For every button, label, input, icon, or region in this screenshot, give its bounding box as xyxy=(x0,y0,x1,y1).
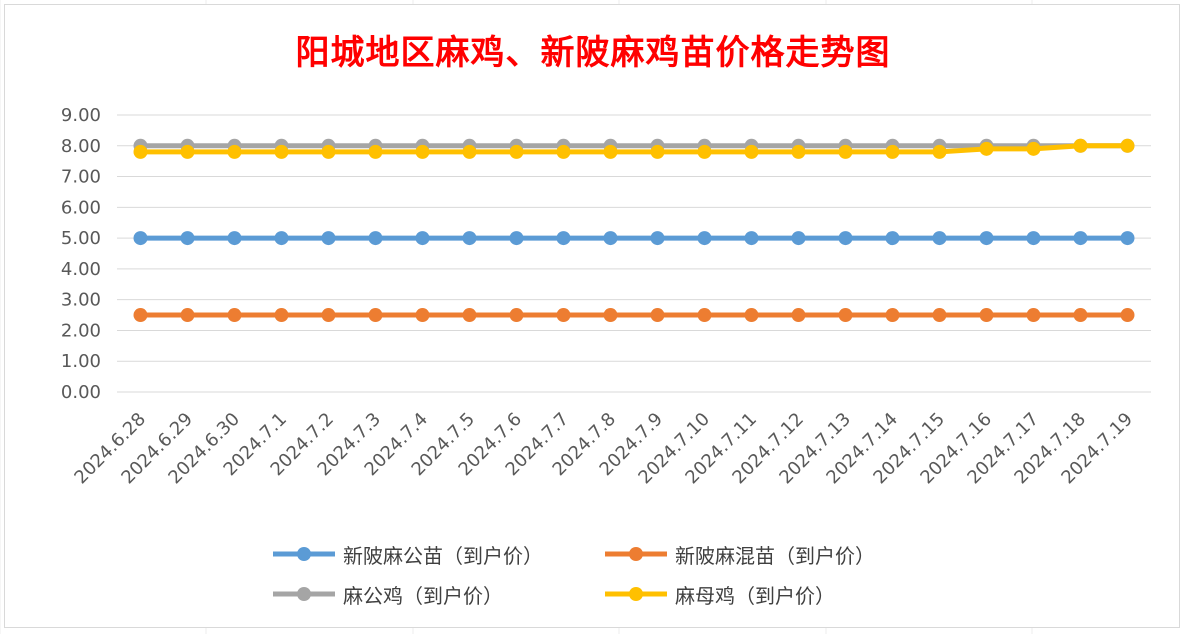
data-point xyxy=(133,231,148,246)
data-point xyxy=(650,144,665,159)
legend-swatch xyxy=(605,547,667,561)
chart-area[interactable]: 阳城地区麻鸡、新陂麻鸡苗价格走势图 0.00 1.00 2.00 3.00 4.00 5.… xyxy=(4,4,1180,628)
y-tick-label: 3.00 xyxy=(61,290,101,311)
legend-label: 新陂麻公苗（到户价） xyxy=(343,543,543,568)
y-tick-label: 9.00 xyxy=(61,105,101,126)
legend-item: 新陂麻公苗（到户价） xyxy=(271,539,543,569)
data-point xyxy=(838,308,853,323)
data-point xyxy=(932,308,947,323)
data-point xyxy=(1026,141,1041,156)
data-point xyxy=(697,231,712,246)
legend-item: 新陂麻混苗（到户价） xyxy=(603,539,875,569)
data-point xyxy=(603,308,618,323)
data-point xyxy=(1026,308,1041,323)
data-point xyxy=(697,144,712,159)
data-point xyxy=(885,308,900,323)
data-point xyxy=(979,308,994,323)
data-point xyxy=(556,308,571,323)
data-point xyxy=(509,308,524,323)
data-point xyxy=(509,231,524,246)
y-tick-label: 7.00 xyxy=(61,167,101,188)
data-point xyxy=(321,231,336,246)
data-point xyxy=(603,144,618,159)
data-point xyxy=(180,308,195,323)
y-tick-label: 0.00 xyxy=(61,382,101,403)
data-point xyxy=(415,144,430,159)
data-point xyxy=(133,308,148,323)
data-point xyxy=(791,144,806,159)
legend-swatch xyxy=(273,547,335,561)
data-point xyxy=(368,308,383,323)
y-tick-label: 6.00 xyxy=(61,197,101,218)
plot-area: 0.00 1.00 2.00 3.00 4.00 5.00 6.00 7.00 8.00 9.00… xyxy=(61,105,1151,488)
data-point xyxy=(1073,231,1088,246)
data-point xyxy=(462,308,477,323)
data-point xyxy=(1073,308,1088,323)
legend-label: 新陂麻混苗（到户价） xyxy=(675,543,875,568)
data-point xyxy=(791,308,806,323)
data-point xyxy=(932,144,947,159)
data-point xyxy=(791,231,806,246)
legend-swatch xyxy=(273,587,335,601)
data-point xyxy=(556,231,571,246)
data-point xyxy=(1120,138,1135,153)
data-point xyxy=(1120,308,1135,323)
data-point xyxy=(180,144,195,159)
data-point xyxy=(979,141,994,156)
legend-label: 麻母鸡（到户价） xyxy=(675,583,835,608)
y-tick-label: 5.00 xyxy=(61,228,101,249)
data-point xyxy=(368,144,383,159)
data-point xyxy=(697,308,712,323)
y-tick-label: 1.00 xyxy=(61,351,101,372)
data-point xyxy=(227,144,242,159)
data-point xyxy=(885,231,900,246)
data-point xyxy=(368,231,383,246)
chart-legend: 新陂麻公苗（到户价） 新陂麻混苗（到户价） 麻公鸡（到户价） 麻母鸡（到户价） xyxy=(5,533,1181,623)
data-point xyxy=(462,231,477,246)
data-point xyxy=(133,144,148,159)
data-point xyxy=(838,231,853,246)
data-point xyxy=(979,231,994,246)
series-line xyxy=(140,143,1128,155)
y-tick-label: 2.00 xyxy=(61,320,101,341)
data-point xyxy=(932,231,947,246)
data-point xyxy=(1073,138,1088,153)
legend-item: 麻公鸡（到户价） xyxy=(271,579,503,609)
data-point xyxy=(603,231,618,246)
data-point xyxy=(744,144,759,159)
data-point xyxy=(650,231,665,246)
data-point xyxy=(321,144,336,159)
legend-item: 麻母鸡（到户价） xyxy=(603,579,835,609)
y-tick-label: 8.00 xyxy=(61,136,101,157)
data-point xyxy=(274,144,289,159)
data-point xyxy=(462,144,477,159)
data-point xyxy=(415,308,430,323)
data-point xyxy=(1120,231,1135,246)
data-point xyxy=(650,308,665,323)
data-point xyxy=(180,231,195,246)
data-point xyxy=(227,308,242,323)
y-tick-label: 4.00 xyxy=(61,259,101,280)
data-point xyxy=(885,144,900,159)
data-point xyxy=(227,231,242,246)
legend-label: 麻公鸡（到户价） xyxy=(343,583,503,608)
data-point xyxy=(744,231,759,246)
legend-swatch xyxy=(605,587,667,601)
data-point xyxy=(321,308,336,323)
data-point xyxy=(838,144,853,159)
data-point xyxy=(415,231,430,246)
chart-title: 阳城地区麻鸡、新陂麻鸡苗价格走势图 xyxy=(295,33,891,73)
data-point xyxy=(274,308,289,323)
data-point xyxy=(509,144,524,159)
data-point xyxy=(744,308,759,323)
data-point xyxy=(1026,231,1041,246)
data-point xyxy=(274,231,289,246)
data-point xyxy=(556,144,571,159)
